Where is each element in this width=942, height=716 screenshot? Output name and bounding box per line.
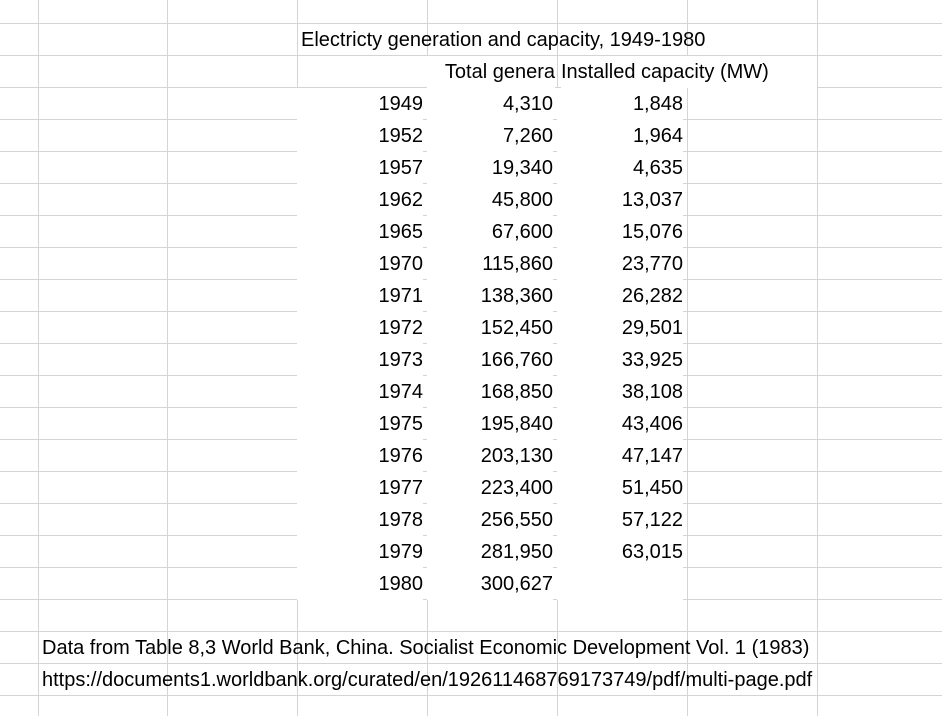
header-total-generation-cell[interactable]: Total genera: [427, 56, 555, 88]
generation-cell[interactable]: 203,130: [427, 440, 553, 472]
row-gridline: [0, 695, 942, 696]
capacity-cell[interactable]: 4,635: [557, 152, 683, 184]
year-cell[interactable]: 1978: [297, 504, 423, 536]
column-gridline: [817, 0, 818, 716]
year-cell[interactable]: 1970: [297, 248, 423, 280]
generation-cell[interactable]: 45,800: [427, 184, 553, 216]
row-gridline: [0, 631, 942, 632]
year-cell[interactable]: 1980: [297, 568, 423, 600]
year-cell[interactable]: 1971: [297, 280, 423, 312]
capacity-cell[interactable]: 15,076: [557, 216, 683, 248]
capacity-cell[interactable]: 33,925: [557, 344, 683, 376]
generation-cell[interactable]: 166,760: [427, 344, 553, 376]
capacity-cell[interactable]: 1,964: [557, 120, 683, 152]
generation-cell[interactable]: 7,260: [427, 120, 553, 152]
generation-cell[interactable]: 4,310: [427, 88, 553, 120]
generation-cell[interactable]: 256,550: [427, 504, 553, 536]
capacity-cell[interactable]: 43,406: [557, 408, 683, 440]
year-cell[interactable]: 1962: [297, 184, 423, 216]
capacity-cell[interactable]: 63,015: [557, 536, 683, 568]
year-cell[interactable]: 1965: [297, 216, 423, 248]
capacity-cell[interactable]: 38,108: [557, 376, 683, 408]
capacity-cell[interactable]: 1,848: [557, 88, 683, 120]
year-cell[interactable]: 1949: [297, 88, 423, 120]
capacity-cell[interactable]: 51,450: [557, 472, 683, 504]
column-gridline: [167, 0, 168, 716]
source-url-cell[interactable]: https://documents1.worldbank.org/curated…: [42, 669, 813, 691]
year-cell[interactable]: 1973: [297, 344, 423, 376]
year-cell[interactable]: 1975: [297, 408, 423, 440]
generation-cell[interactable]: 168,850: [427, 376, 553, 408]
year-cell[interactable]: 1977: [297, 472, 423, 504]
row-gridline: [0, 23, 942, 24]
column-gridline: [38, 0, 39, 716]
generation-cell[interactable]: 152,450: [427, 312, 553, 344]
generation-cell[interactable]: 115,860: [427, 248, 553, 280]
generation-cell[interactable]: 67,600: [427, 216, 553, 248]
generation-cell[interactable]: 138,360: [427, 280, 553, 312]
source-note-cell[interactable]: Data from Table 8,3 World Bank, China. S…: [42, 637, 810, 659]
year-cell[interactable]: 1974: [297, 376, 423, 408]
capacity-cell[interactable]: 13,037: [557, 184, 683, 216]
capacity-cell[interactable]: [557, 568, 683, 600]
year-cell[interactable]: 1957: [297, 152, 423, 184]
capacity-cell[interactable]: 26,282: [557, 280, 683, 312]
generation-cell[interactable]: 281,950: [427, 536, 553, 568]
year-cell[interactable]: 1979: [297, 536, 423, 568]
capacity-cell[interactable]: 57,122: [557, 504, 683, 536]
year-cell[interactable]: 1972: [297, 312, 423, 344]
header-installed-capacity-cell[interactable]: Installed capacity (MW): [561, 56, 817, 88]
row-gridline: [0, 663, 942, 664]
capacity-cell[interactable]: 29,501: [557, 312, 683, 344]
column-gridline: [687, 0, 688, 716]
generation-cell[interactable]: 223,400: [427, 472, 553, 504]
capacity-cell[interactable]: 23,770: [557, 248, 683, 280]
year-cell[interactable]: 1976: [297, 440, 423, 472]
year-cell[interactable]: 1952: [297, 120, 423, 152]
generation-cell[interactable]: 300,627: [427, 568, 553, 600]
generation-cell[interactable]: 19,340: [427, 152, 553, 184]
table-title-cell[interactable]: Electricty generation and capacity, 1949…: [301, 29, 706, 51]
row-gridline: [0, 55, 942, 56]
capacity-cell[interactable]: 47,147: [557, 440, 683, 472]
generation-cell[interactable]: 195,840: [427, 408, 553, 440]
